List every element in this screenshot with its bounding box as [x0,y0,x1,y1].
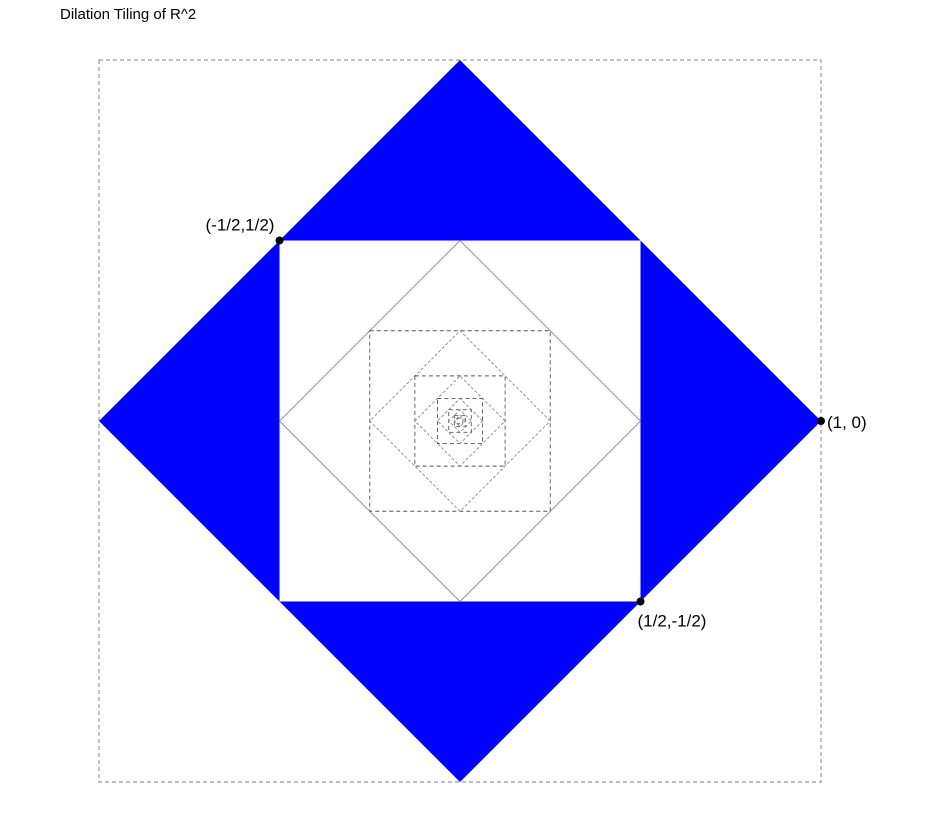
page-title: Dilation Tiling of R^2 [60,6,197,23]
nested-diamond [448,409,472,433]
nested-dilation-shapes [278,239,642,603]
point-marker [275,236,284,245]
nested-diamond [369,330,551,512]
point-label: (1/2,-1/2) [638,612,707,631]
nested-diamond [453,414,467,428]
point-marker [636,597,645,606]
nested-diamond [414,375,506,467]
inner-square-cutout [279,240,641,602]
point-label: (1, 0) [827,413,867,432]
point-label: (-1/2,1/2) [206,216,275,235]
point-marker [817,417,825,425]
labeled-points: (-1/2,1/2) (1, 0) (1/2,-1/2) [206,216,867,631]
nested-diamond [436,397,484,445]
nested-square [456,417,464,425]
nested-diamond [278,239,642,603]
